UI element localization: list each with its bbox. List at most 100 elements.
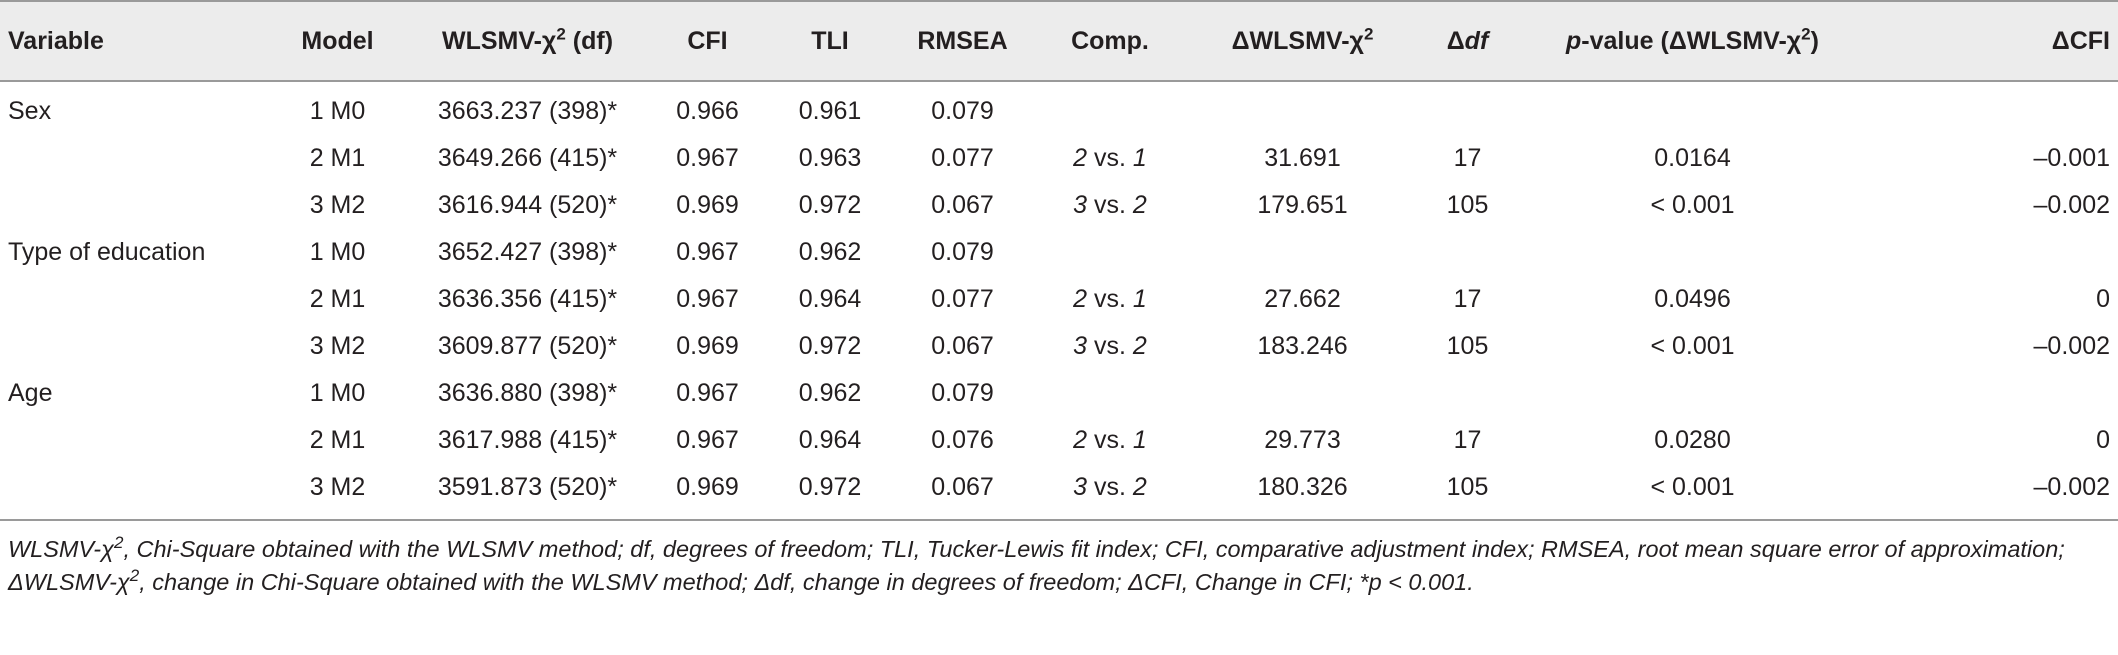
cell-rmsea: 0.067	[931, 332, 994, 360]
table-row: 2 M1 3617.988 (415)* 0.967 0.964 0.076 2 vs. …	[0, 417, 2118, 464]
cell-cfi: 0.967	[676, 426, 739, 454]
cell-delta-wlsmv: 179.651	[1257, 191, 1348, 219]
table-row: 2 M1 3636.356 (415)* 0.967 0.964 0.077 2 vs. …	[0, 276, 2118, 323]
cell-rmsea: 0.077	[931, 285, 994, 313]
cell-delta-cfi: –0.001	[2033, 144, 2110, 172]
cell-tli: 0.964	[798, 285, 862, 313]
cell-comp: 2 vs. 1	[1073, 285, 1147, 313]
cell-model: 3 M2	[309, 191, 366, 219]
header-model: Model	[265, 0, 410, 82]
cell-delta-df: 17	[1453, 285, 1482, 313]
cell-delta-wlsmv: 180.326	[1185, 464, 1420, 521]
cell-p-value: 0.0164	[1654, 144, 1731, 172]
header-delta-cfi: ΔCFI	[1870, 0, 2118, 82]
cell-delta-cfi: –0.002	[2033, 332, 2110, 360]
cell-delta-cfi: 0	[2096, 285, 2110, 313]
cell-cfi: 0.967	[676, 379, 739, 407]
header-comp: Comp.	[1035, 0, 1185, 82]
cell-cfi: 0.967	[676, 285, 739, 313]
header-variable: Variable	[0, 0, 265, 82]
cell-delta-df	[1420, 370, 1515, 417]
cell-p-value	[1515, 229, 1870, 276]
table-footnote: WLSMV-χ2, Chi-Square obtained with the W…	[8, 533, 2065, 595]
cell-wlsmv: 3649.266 (415)*	[437, 144, 618, 172]
cell-comp: 2 vs. 1	[1073, 426, 1147, 454]
cell-p-value: < 0.001	[1650, 332, 1735, 360]
cell-p-value	[1515, 370, 1870, 417]
cell-delta-df: 17	[1453, 144, 1482, 172]
header-p-value: p-value (ΔWLSMV-χ2)	[1515, 0, 1870, 82]
cell-delta-cfi: –0.002	[2033, 191, 2110, 219]
cell-model: 3 M2	[265, 464, 410, 521]
cell-delta-wlsmv	[1185, 81, 1420, 135]
cell-wlsmv: 3609.877 (520)*	[437, 332, 618, 360]
cell-rmsea: 0.079	[931, 238, 994, 266]
header-rmsea: RMSEA	[890, 0, 1035, 82]
table-row: Sex 1 M0 3663.237 (398)* 0.966 0.961 0.079	[0, 81, 2118, 135]
cell-delta-df: 105	[1446, 332, 1489, 360]
cell-tli: 0.961	[798, 97, 862, 125]
cell-tli: 0.972	[798, 191, 862, 219]
cell-rmsea: 0.077	[931, 144, 994, 172]
cell-rmsea: 0.076	[931, 426, 994, 454]
cell-delta-df	[1420, 81, 1515, 135]
cell-delta-cfi	[1870, 370, 2118, 417]
cell-p-value: 0.0280	[1654, 426, 1731, 454]
cell-wlsmv: 3636.356 (415)*	[437, 285, 618, 313]
header-tli: TLI	[770, 0, 890, 82]
cell-rmsea: 0.079	[931, 97, 994, 125]
cell-model: 1 M0	[309, 238, 366, 266]
cell-cfi: 0.969	[676, 332, 739, 360]
cell-rmsea: 0.067	[931, 191, 994, 219]
header-delta-wlsmv: ΔWLSMV-χ2	[1185, 0, 1420, 82]
cell-variable	[0, 135, 265, 182]
cell-delta-df: 17	[1453, 426, 1482, 454]
cell-delta-df: 105	[1446, 191, 1489, 219]
table-row: Type of education 1 M0 3652.427 (398)* 0.96…	[0, 229, 2118, 276]
cell-variable: Age	[8, 379, 53, 407]
cell-model: 2 M1	[309, 144, 366, 172]
cell-comp	[1035, 81, 1185, 135]
cell-p-value: < 0.001	[1650, 191, 1735, 219]
table-row: 3 M2 3616.944 (520)* 0.969 0.972 0.067 3 vs. …	[0, 182, 2118, 229]
cell-delta-wlsmv: 29.773	[1264, 426, 1341, 454]
header-delta-df: Δdf	[1420, 0, 1515, 82]
header-row: Variable Model WLSMV-χ2 (df) CFI TLI RMS…	[0, 0, 2118, 82]
table-header: Variable Model WLSMV-χ2 (df) CFI TLI RMS…	[0, 0, 2118, 82]
cell-delta-cfi: –0.002	[1870, 464, 2118, 521]
cell-delta-wlsmv	[1185, 370, 1420, 417]
cell-wlsmv: 3652.427 (398)*	[437, 238, 618, 266]
cell-tli: 0.964	[798, 426, 862, 454]
cell-variable: Type of education	[8, 238, 206, 266]
cell-model: 1 M0	[309, 97, 366, 125]
cell-variable	[0, 182, 265, 229]
table-body: Sex 1 M0 3663.237 (398)* 0.966 0.961 0.079 2 M…	[0, 81, 2118, 521]
cell-delta-cfi	[1870, 81, 2118, 135]
cell-tli: 0.972	[798, 332, 862, 360]
table-row: Age 1 M0 3636.880 (398)* 0.967 0.962 0.079	[0, 370, 2118, 417]
cell-tli: 0.963	[798, 144, 862, 172]
cell-rmsea: 0.067	[890, 464, 1035, 521]
cell-wlsmv: 3617.988 (415)*	[437, 426, 618, 454]
cell-delta-wlsmv: 31.691	[1264, 144, 1341, 172]
cell-model: 3 M2	[309, 332, 366, 360]
cell-model: 2 M1	[309, 426, 366, 454]
cell-p-value: 0.0496	[1654, 285, 1731, 313]
cell-comp: 3 vs. 2	[1073, 332, 1147, 360]
cell-cfi: 0.966	[676, 97, 739, 125]
cell-p-value: < 0.001	[1515, 464, 1870, 521]
cell-variable	[0, 276, 265, 323]
cell-delta-wlsmv: 183.246	[1257, 332, 1348, 360]
cell-model: 2 M1	[309, 285, 366, 313]
cell-cfi: 0.967	[676, 144, 739, 172]
cell-comp: 3 vs. 2	[1073, 191, 1147, 219]
table-row: 3 M2 3591.873 (520)* 0.969 0.972 0.067 3 vs. …	[0, 464, 2118, 521]
cell-delta-cfi: 0	[2096, 426, 2110, 454]
cell-delta-df: 105	[1420, 464, 1515, 521]
cell-variable	[0, 417, 265, 464]
header-cfi: CFI	[645, 0, 770, 82]
cell-cfi: 0.967	[676, 238, 739, 266]
cell-comp	[1035, 229, 1185, 276]
cell-cfi: 0.969	[645, 464, 770, 521]
cell-p-value	[1515, 81, 1870, 135]
